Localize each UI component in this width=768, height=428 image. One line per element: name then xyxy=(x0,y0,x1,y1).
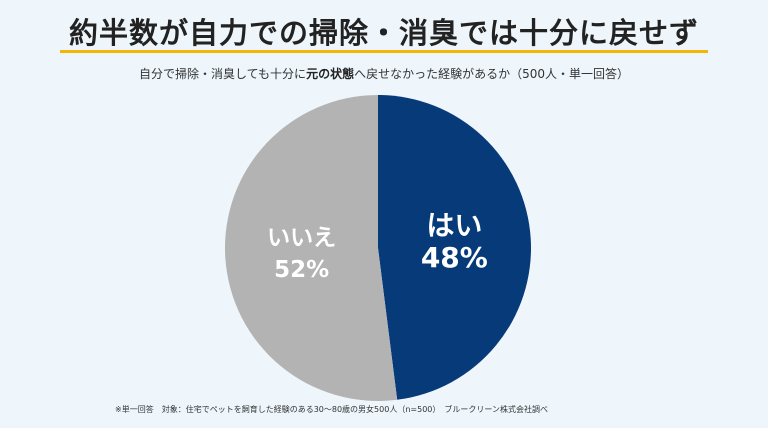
slice-label-yes: はい xyxy=(426,209,482,242)
pie-slice-no xyxy=(225,95,398,402)
pie-slice-yes xyxy=(378,95,531,400)
title-underline xyxy=(60,50,708,53)
subtitle-text-after: へ戻せなかった経験があるか（500人・単一回答） xyxy=(354,67,629,81)
chart-subtitle: 自分で掃除・消臭しても十分に元の状態へ戻せなかった経験があるか（500人・単一回… xyxy=(0,65,768,82)
footnote: ※単一回答 対象：住宅でペットを飼育した経験のある30～80歳の男女500人（n… xyxy=(115,405,548,414)
slice-label-no: いいえ xyxy=(267,225,336,251)
pie-slices xyxy=(225,95,531,402)
subtitle-bold-text: 元の状態 xyxy=(306,67,355,81)
slice-value-yes: 48% xyxy=(421,241,488,274)
slice-value-no: 52% xyxy=(274,257,329,283)
subtitle-text-before: 自分で掃除・消臭しても十分に xyxy=(139,67,307,81)
chart-title: 約半数が自力での掃除・消臭では十分に戻せず xyxy=(68,16,699,50)
